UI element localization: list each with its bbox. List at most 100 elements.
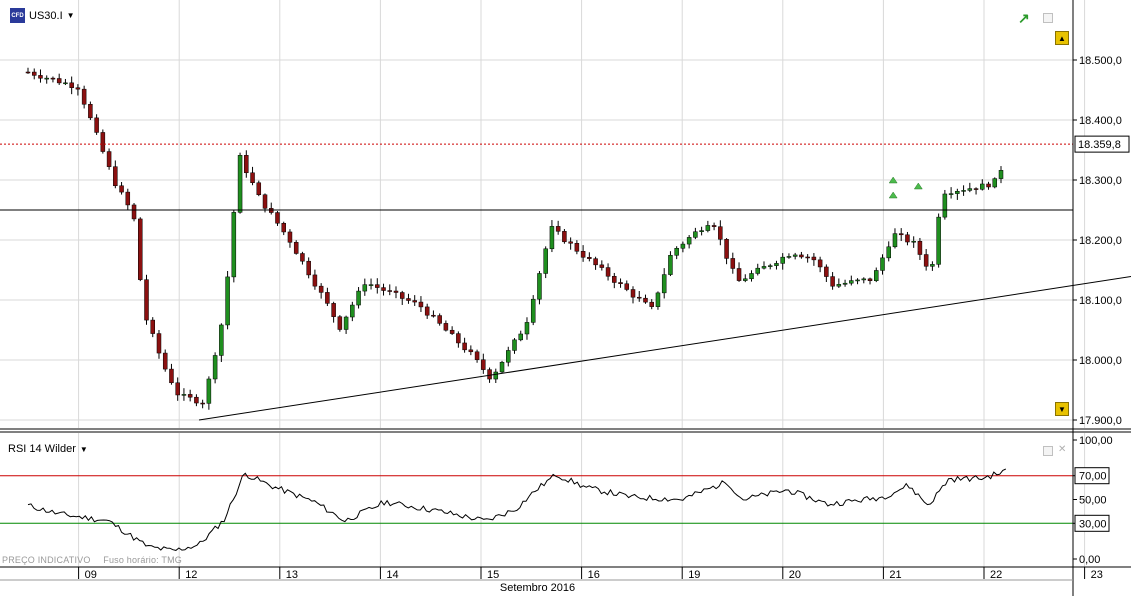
candle-bear <box>630 289 636 298</box>
candle-bear <box>406 298 411 301</box>
candle-bear <box>293 242 299 254</box>
candle-bear <box>424 306 430 316</box>
candle-bear <box>643 297 648 303</box>
candle-bull <box>942 193 948 218</box>
trend-arrow-icon[interactable]: ↗ <box>1018 10 1030 26</box>
candle-bull <box>980 183 985 190</box>
candle-bull <box>955 191 960 194</box>
candle-bear <box>144 279 149 321</box>
candle-bull <box>225 276 230 326</box>
candle-bear <box>711 225 717 227</box>
candle-bear <box>443 323 449 331</box>
symbol-label: US30.I <box>29 9 63 22</box>
candle-bear <box>605 267 611 277</box>
day-tick-label: 12 <box>185 569 197 581</box>
candle-bull <box>661 274 667 294</box>
candle-bull <box>886 246 891 259</box>
candle-bear <box>287 231 293 243</box>
candle-bull <box>705 225 711 231</box>
candle-bear <box>867 278 873 281</box>
candle-bear <box>574 243 580 252</box>
chevron-down-icon: ▼ <box>79 444 88 454</box>
candle-bear <box>923 254 929 267</box>
candle-bull <box>930 264 935 267</box>
candle-bear <box>250 172 255 184</box>
candle-bull <box>911 240 916 243</box>
signal-marker-icon <box>913 182 923 190</box>
candle-bear <box>811 256 817 261</box>
trendline <box>198 276 1131 421</box>
candle-bull <box>948 193 954 195</box>
candle-bear <box>568 241 573 244</box>
candle-bear <box>31 71 37 76</box>
indicator-selector[interactable]: RSI 14 Wilder ▼ <box>8 443 88 455</box>
candle-bear <box>312 274 318 287</box>
candle-bear <box>200 402 205 405</box>
candle-bear <box>393 290 399 293</box>
day-tick-label: 16 <box>588 569 600 581</box>
candle-bull <box>350 304 355 318</box>
candle-bear <box>156 333 162 354</box>
candle-bear <box>318 285 324 293</box>
maximize-icon[interactable] <box>1043 13 1053 23</box>
chevron-down-icon: ▼ <box>66 11 75 20</box>
candle-bull <box>506 350 511 363</box>
candle-bear <box>468 349 474 353</box>
candle-bull <box>543 248 548 274</box>
price-type-label: PREÇO INDICATIVO <box>2 555 91 565</box>
candle-bear <box>113 166 118 187</box>
candle-bull <box>699 230 704 232</box>
candle-bear <box>387 290 393 292</box>
signal-marker-icon <box>888 176 898 184</box>
scroll-down-button[interactable]: ▼ <box>1055 402 1069 416</box>
close-icon[interactable]: ✕ <box>1058 444 1067 455</box>
candle-bull <box>780 256 785 264</box>
candle-bear <box>125 191 131 206</box>
candle-bull <box>967 188 973 191</box>
candle-bull <box>493 371 499 380</box>
candle-bull <box>767 265 773 267</box>
candle-bear <box>456 333 461 344</box>
candle-bear <box>81 88 87 105</box>
rsi-tick-label: 100,00 <box>1079 435 1113 447</box>
day-tick-label: 15 <box>487 569 499 581</box>
candle-bear <box>824 266 829 277</box>
candle-bear <box>487 369 492 380</box>
candle-bull <box>512 339 517 351</box>
symbol-selector[interactable]: CFD US30.I ▼ <box>10 8 75 23</box>
day-tick-label: 14 <box>386 569 398 581</box>
candle-bear <box>281 222 286 233</box>
candle-bear <box>119 185 124 193</box>
candle-bull <box>237 155 243 213</box>
scroll-up-button[interactable]: ▲ <box>1055 31 1069 45</box>
candle-bear <box>986 183 991 188</box>
price-tick-label: 17.900,0 <box>1079 415 1122 427</box>
candle-bear <box>474 351 480 360</box>
candle-bear <box>736 268 742 281</box>
candle-bear <box>169 368 174 384</box>
maximize-icon[interactable] <box>1043 446 1053 456</box>
candle-bull <box>755 267 761 274</box>
candle-bear <box>718 226 723 240</box>
candle-bear <box>162 352 168 370</box>
candle-bear <box>917 240 923 255</box>
price-tick-label: 18.200,0 <box>1079 235 1122 247</box>
candle-bull <box>861 278 867 281</box>
candle-bull <box>44 77 49 80</box>
candle-bear <box>587 257 592 259</box>
rsi-layer <box>0 468 1073 551</box>
current-price-box <box>1074 135 1130 153</box>
candle-bull <box>219 324 224 356</box>
candle-bear <box>244 155 249 174</box>
rsi-tick-label: 0,00 <box>1079 554 1100 566</box>
candle-bull <box>749 273 754 280</box>
candle-bear <box>905 234 910 243</box>
candle-bull <box>499 361 505 373</box>
candle-bear <box>194 396 199 404</box>
rsi-level-box <box>1074 514 1110 532</box>
candle-bull <box>368 284 374 286</box>
candle-bear <box>300 253 305 262</box>
candle-bear <box>375 284 380 288</box>
